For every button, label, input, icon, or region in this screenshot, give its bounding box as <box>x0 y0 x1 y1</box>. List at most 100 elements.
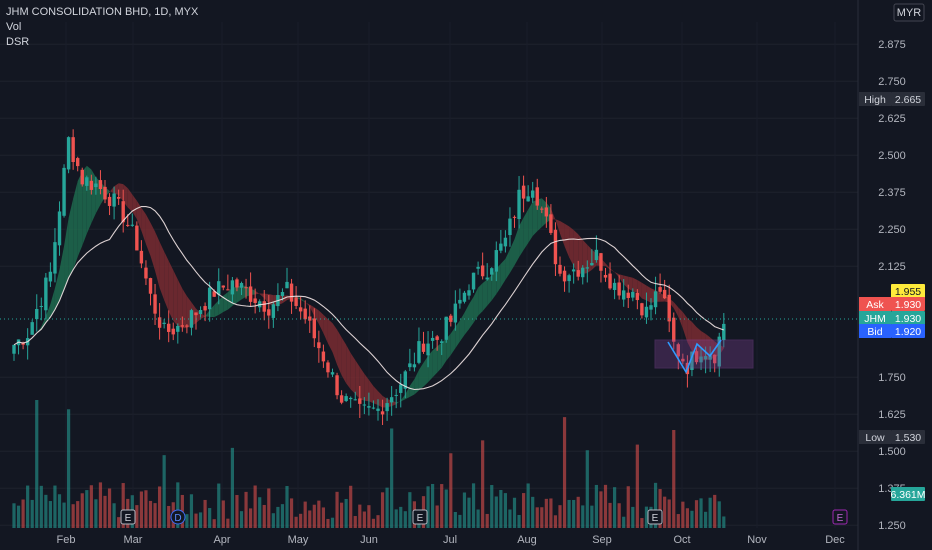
volume-bar <box>663 496 667 528</box>
candle-body <box>412 364 417 368</box>
candle-body <box>417 341 421 363</box>
ma-ribbon-segment <box>141 207 146 245</box>
volume-bar <box>572 499 576 528</box>
volume-bar <box>344 498 348 528</box>
candle-body <box>12 344 16 354</box>
price-tick-label: 2.375 <box>878 187 906 199</box>
ma-ribbon-segment <box>300 297 306 303</box>
candle-body <box>148 278 153 294</box>
low-name: Low <box>865 432 885 444</box>
candle-body <box>526 196 530 202</box>
volume-bar <box>540 507 544 528</box>
ma-ribbon-segment <box>150 222 156 271</box>
ma-ribbon-segment <box>587 244 592 273</box>
volume-indicator-label[interactable]: Vol <box>6 21 22 33</box>
candle-body <box>667 294 671 322</box>
ma-ribbon-segment <box>555 219 560 234</box>
candle-body <box>21 342 25 345</box>
ma-ribbon-segment <box>564 223 570 258</box>
ma-ribbon-segment <box>159 241 165 300</box>
ma-ribbon-segment <box>509 239 515 273</box>
candle-body <box>672 317 676 342</box>
volume-bar <box>467 497 471 528</box>
candle-body <box>66 137 71 170</box>
candle-body <box>53 242 57 274</box>
candle-body <box>471 272 476 290</box>
ma-ribbon-segment <box>309 304 315 317</box>
candle-body <box>540 208 544 210</box>
candle-body <box>635 292 640 301</box>
candle-body <box>617 282 621 296</box>
volume-bar <box>444 489 448 528</box>
price-tick-label: 1.625 <box>878 409 906 421</box>
volume-bar <box>526 483 530 528</box>
ma-ribbon-segment <box>209 305 215 318</box>
candle-body <box>221 285 225 288</box>
volume-bar <box>312 504 316 528</box>
volume-bar <box>503 493 507 528</box>
price-axis[interactable]: 2.875 2.750 2.625 2.500 2.375 2.250 2.125 1.750… <box>857 0 925 550</box>
candle-body <box>107 196 112 206</box>
volume-bar <box>267 488 271 528</box>
candle-body <box>48 271 53 282</box>
volume-bar <box>522 493 526 528</box>
price-tick-label: 2.750 <box>878 76 906 88</box>
volume-bar <box>153 503 157 528</box>
volume-bar <box>80 493 84 528</box>
ask-value: 1.930 <box>895 299 921 311</box>
candle-body <box>371 407 376 409</box>
ma-ribbon-segment <box>182 288 187 329</box>
last-value-tag <box>891 311 925 325</box>
volume-bar <box>148 500 153 528</box>
ma-ribbon-segment <box>423 355 429 387</box>
ma-ribbon-segment <box>50 288 55 318</box>
ma-ribbon-segment <box>482 279 488 312</box>
volume-bar <box>453 512 457 528</box>
volume-bar <box>367 505 371 528</box>
candle-body <box>713 354 717 364</box>
candle-body <box>694 351 699 363</box>
candle-body <box>339 395 344 403</box>
candle-body <box>440 341 444 343</box>
volume-bar <box>167 505 171 528</box>
volume-bar <box>158 486 162 528</box>
volume-bar <box>262 504 266 528</box>
volume-bar <box>285 486 289 528</box>
volume-bar <box>408 492 412 528</box>
candle-body <box>467 290 471 296</box>
candle-body <box>380 411 385 415</box>
high-value-tag <box>891 92 925 106</box>
volume-bar <box>517 514 521 528</box>
candles <box>12 129 726 425</box>
price-tick-label: 1.750 <box>878 372 906 384</box>
time-axis[interactable]: Feb Mar Apr May Jun Jul Aug Sep Oct Nov Dec <box>57 534 846 546</box>
candle-body <box>35 308 39 320</box>
volume-bar <box>603 484 608 528</box>
earnings-marker <box>120 509 136 525</box>
candle-body <box>271 304 276 318</box>
volume-bar <box>203 499 207 528</box>
volume-bar <box>144 490 148 528</box>
ma-ribbon-segment <box>145 214 151 257</box>
earnings-marker <box>647 509 663 525</box>
volume-bar <box>194 513 198 528</box>
dsr-indicator-label[interactable]: DSR <box>6 36 30 48</box>
ask-name: Ask <box>866 299 884 311</box>
volume-bar <box>135 505 139 528</box>
volume-bar <box>117 517 121 528</box>
volume-bar <box>590 505 594 528</box>
symbol-title[interactable]: JHM CONSOLIDATION BHD, 1D, MYX <box>6 6 199 18</box>
candle-body <box>553 229 558 265</box>
line-value: 1.955 <box>895 286 921 298</box>
candle-body <box>185 325 189 327</box>
volume-bar <box>258 497 262 528</box>
low-value-tag <box>891 430 925 444</box>
ma-ribbon-segment <box>341 337 347 384</box>
candle-body <box>294 297 298 306</box>
volume-bar <box>631 506 635 528</box>
ma-ribbon-segment <box>418 362 424 391</box>
candle-body <box>112 193 116 207</box>
ma-ribbon-segment <box>623 275 629 289</box>
